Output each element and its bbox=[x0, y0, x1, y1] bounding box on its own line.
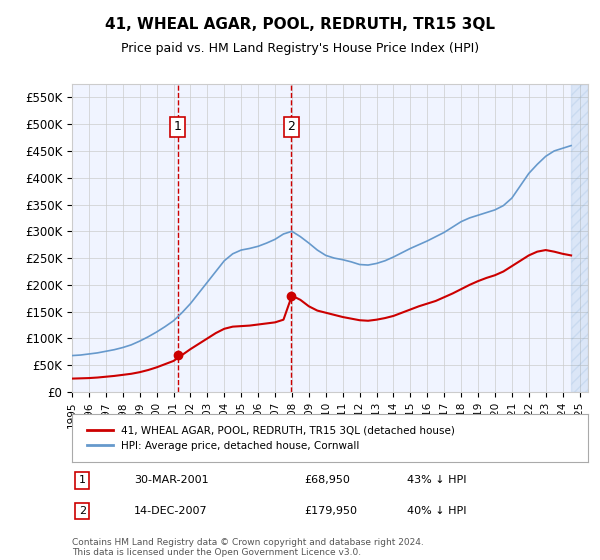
Text: 2: 2 bbox=[79, 506, 86, 516]
Text: 43% ↓ HPI: 43% ↓ HPI bbox=[407, 475, 467, 485]
Text: 1: 1 bbox=[79, 475, 86, 485]
Text: Price paid vs. HM Land Registry's House Price Index (HPI): Price paid vs. HM Land Registry's House … bbox=[121, 42, 479, 55]
Text: 14-DEC-2007: 14-DEC-2007 bbox=[134, 506, 208, 516]
Text: 1: 1 bbox=[173, 120, 182, 133]
Legend: 41, WHEAL AGAR, POOL, REDRUTH, TR15 3QL (detached house), HPI: Average price, de: 41, WHEAL AGAR, POOL, REDRUTH, TR15 3QL … bbox=[82, 422, 459, 455]
Text: £68,950: £68,950 bbox=[304, 475, 350, 485]
Text: 2: 2 bbox=[287, 120, 295, 133]
Text: 30-MAR-2001: 30-MAR-2001 bbox=[134, 475, 209, 485]
Text: Contains HM Land Registry data © Crown copyright and database right 2024.
This d: Contains HM Land Registry data © Crown c… bbox=[72, 538, 424, 557]
Text: 40% ↓ HPI: 40% ↓ HPI bbox=[407, 506, 467, 516]
Text: 41, WHEAL AGAR, POOL, REDRUTH, TR15 3QL: 41, WHEAL AGAR, POOL, REDRUTH, TR15 3QL bbox=[105, 17, 495, 32]
Bar bbox=[571, 84, 588, 392]
Text: £179,950: £179,950 bbox=[304, 506, 357, 516]
